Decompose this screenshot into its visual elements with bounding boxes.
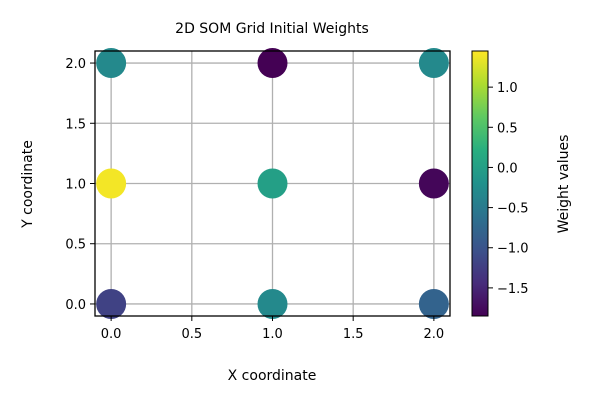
chart-title: 2D SOM Grid Initial Weights: [175, 21, 369, 37]
data-point: [418, 288, 449, 319]
y-tick-label: 1.5: [65, 117, 86, 132]
y-tick-label: 0.5: [65, 238, 86, 253]
x-tick-label: 1.0: [262, 327, 283, 342]
x-axis: 0.0 0.5 1.0 1.5 2.0: [101, 316, 444, 342]
data-point: [96, 288, 127, 319]
data-point: [418, 48, 449, 79]
x-tick-label: 0.5: [181, 327, 202, 342]
data-points: [96, 48, 449, 319]
x-tick-label: 2.0: [424, 327, 445, 342]
y-tick-label: 2.0: [65, 57, 86, 72]
colorbar-tick-label: −0.5: [497, 202, 529, 217]
y-tick-label: 0.0: [65, 298, 86, 313]
colorbar-tick-label: 0.5: [497, 121, 518, 136]
y-axis: 0.0 0.5 1.0 1.5 2.0: [65, 57, 95, 313]
data-point: [418, 168, 449, 199]
data-point: [96, 168, 127, 199]
colorbar-ticks: 1.0 0.5 0.0 −0.5 −1.0 −1.5: [488, 81, 529, 297]
data-point: [96, 48, 127, 79]
data-point: [257, 168, 288, 199]
colorbar-tick-label: −1.0: [497, 242, 529, 257]
x-tick-label: 1.5: [343, 327, 364, 342]
y-axis-label: Y coordinate: [20, 140, 36, 229]
colorbar-tick-label: −1.5: [497, 282, 529, 297]
y-tick-label: 1.0: [65, 178, 86, 193]
colorbar-tick-label: 1.0: [497, 81, 518, 96]
data-point: [257, 48, 288, 79]
colorbar: [471, 50, 489, 317]
data-point: [257, 288, 288, 319]
colorbar-label: Weight values: [556, 135, 572, 234]
x-tick-label: 0.0: [101, 327, 122, 342]
colorbar-tick-label: 0.0: [497, 161, 518, 176]
x-axis-label: X coordinate: [228, 368, 317, 384]
